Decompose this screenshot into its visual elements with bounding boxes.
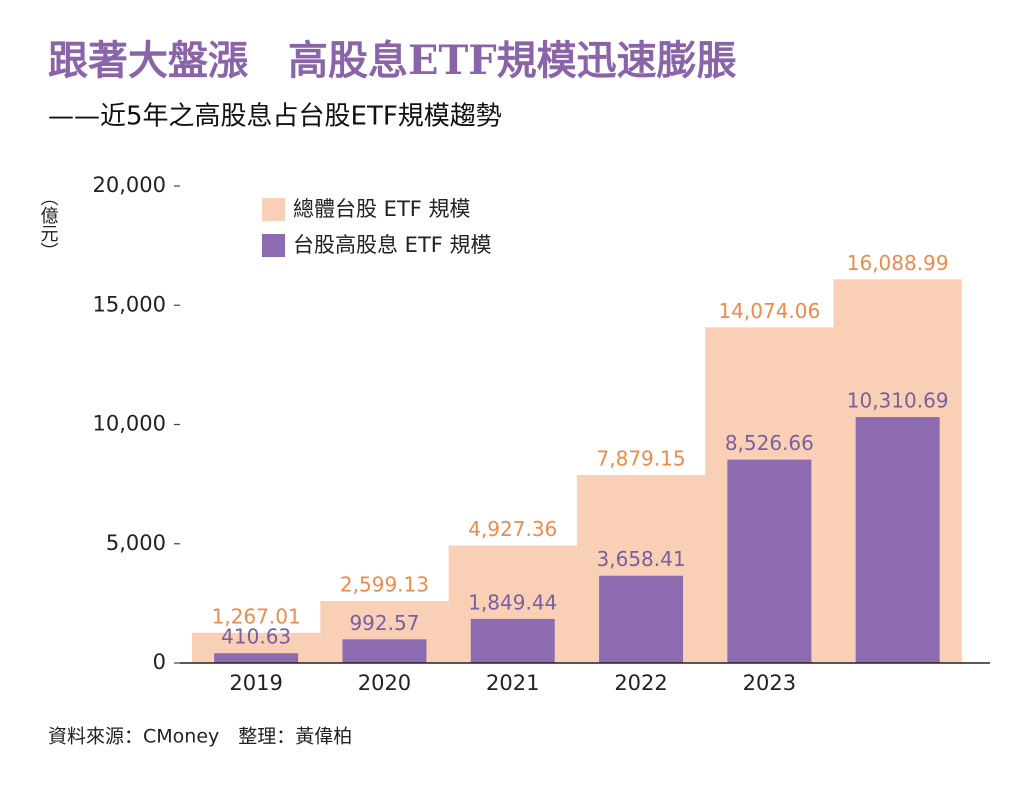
x-tick-label: 2022 (614, 671, 667, 695)
value-label: 1,267.01 (212, 604, 301, 628)
value-label: 992.57 (349, 611, 419, 635)
y-tick-label: 0 (153, 650, 166, 674)
dividend-bar (727, 459, 812, 663)
dividend-bar (342, 639, 427, 663)
chart-subtitle: ——近5年之高股息占台股ETF規模趨勢 (48, 102, 502, 132)
value-label: 410.63 (221, 625, 291, 649)
value-label: 7,879.15 (597, 447, 686, 471)
dividend-bar (214, 653, 299, 663)
source-note: 資料來源：CMoney 整理：黃偉柏 (48, 726, 352, 748)
value-label: 2,599.13 (340, 573, 429, 597)
dividend-bar (599, 575, 684, 663)
value-label: 10,310.69 (847, 389, 949, 413)
y-tick-label: 5,000 (106, 531, 166, 555)
x-tick-label: 2023 (743, 671, 796, 695)
x-tick-label: 2019 (229, 671, 282, 695)
y-tick-label: 15,000 (93, 292, 166, 316)
legend-label: 台股高股息 ETF 規模 (293, 233, 492, 257)
value-label: 4,927.36 (468, 517, 557, 541)
value-label: 1,849.44 (468, 590, 557, 614)
legend-swatch (262, 198, 285, 221)
value-label: 8,526.66 (725, 431, 814, 455)
chart-title: 跟著大盤漲 高股息ETF規模迅速膨脹 (48, 37, 737, 84)
legend-label: 總體台股 ETF 規模 (293, 197, 471, 221)
x-tick-label: 2020 (358, 671, 411, 695)
x-tick-label: 2021 (486, 671, 539, 695)
value-label: 14,074.06 (718, 299, 820, 323)
legend-swatch (262, 234, 285, 257)
dividend-bar (855, 417, 940, 663)
y-axis-label: （億元） (38, 188, 59, 260)
dividend-bar (470, 618, 555, 663)
value-label: 3,658.41 (597, 547, 686, 571)
value-label: 16,088.99 (847, 251, 949, 275)
y-tick-label: 20,000 (93, 173, 166, 197)
y-tick-label: 10,000 (93, 412, 166, 436)
